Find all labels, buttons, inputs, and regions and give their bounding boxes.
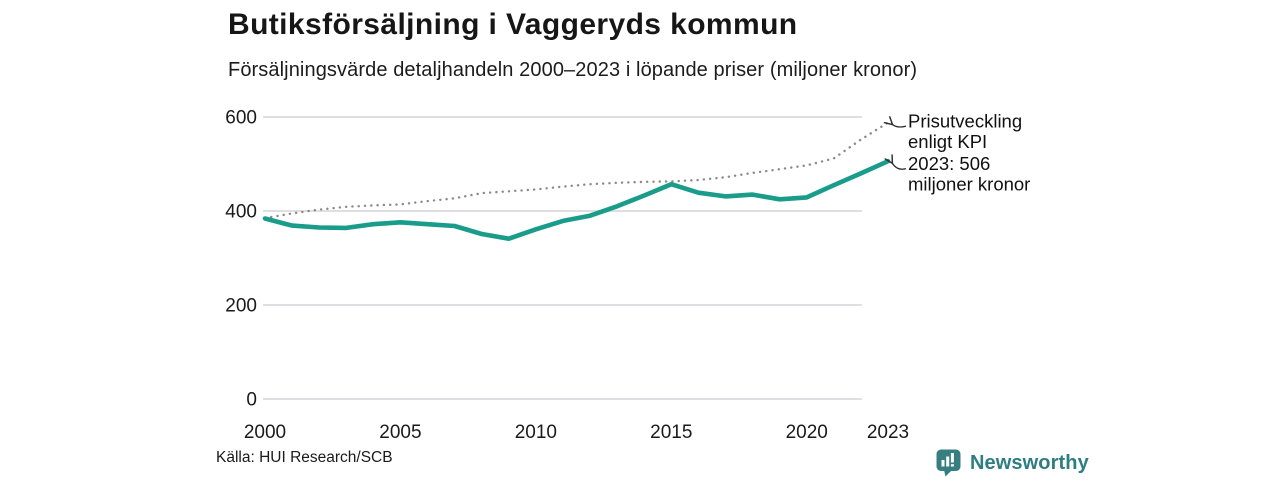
x-tick-label: 2005	[379, 422, 421, 443]
y-tick-label: 0	[246, 390, 257, 411]
y-tick-label: 200	[225, 296, 257, 317]
annotation-text: 2023: 506 miljoner kronor	[908, 153, 1030, 195]
page-title: Butiksförsäljning i Vaggeryds kommun	[228, 8, 798, 41]
annotation-latest-value: 2023: 506 miljoner kronor	[884, 153, 1030, 195]
newsworthy-bubble-chart-icon	[936, 449, 961, 477]
annotation-text: Prisutveckling enligt KPI	[908, 111, 1022, 153]
sales-line	[262, 158, 891, 241]
y-tick-label: 600	[225, 108, 257, 129]
kpi-dotted-line	[263, 121, 890, 220]
annotation-arrow	[883, 116, 907, 128]
y-tick-label: 400	[225, 202, 257, 223]
chart-subtitle: Försäljningsvärde detaljhandeln 2000–202…	[228, 59, 918, 81]
source-note: Källa: HUI Research/SCB	[216, 449, 393, 466]
x-tick-label: 2000	[244, 422, 286, 443]
annotation-kpi: Prisutveckling enligt KPI	[883, 111, 1022, 153]
newsworthy-wordmark: Newsworthy	[970, 451, 1089, 474]
x-tick-label: 2020	[786, 422, 828, 443]
newsworthy-logo[interactable]: Newsworthy	[936, 449, 1089, 477]
annotation-arrow	[884, 154, 907, 170]
x-tick-label: 2015	[650, 422, 692, 443]
x-tick-label: 2023	[867, 422, 909, 443]
x-tick-label: 2010	[515, 422, 557, 443]
